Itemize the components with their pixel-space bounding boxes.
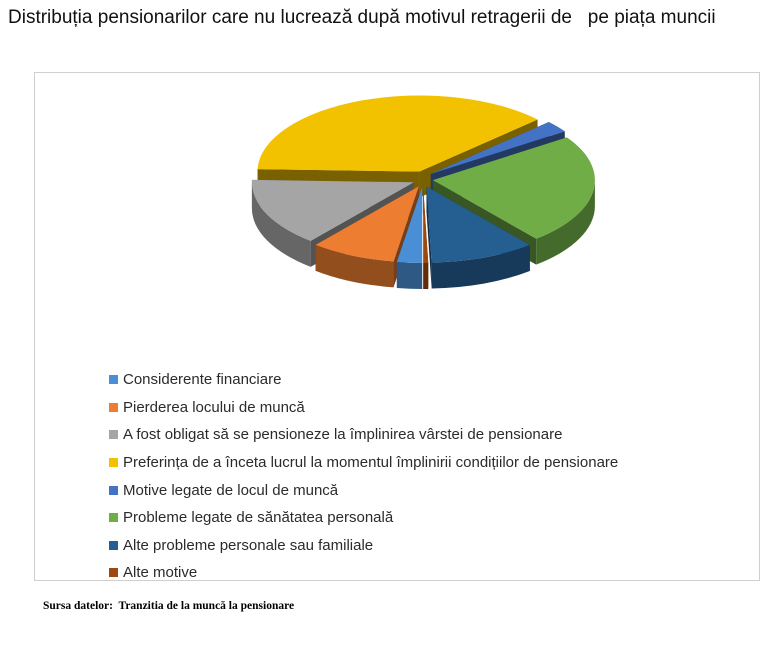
legend-item: Alte motive: [109, 559, 618, 587]
legend: Considerente financiare Pierderea locului…: [109, 366, 618, 587]
legend-item: Probleme legate de sănătatea personală: [109, 504, 618, 532]
legend-item: Pierderea locului de muncă: [109, 394, 618, 422]
chart-title: Distribuția pensionarilor care nu lucrea…: [8, 7, 716, 28]
legend-swatch: [109, 430, 118, 440]
pie-slice-4: [257, 95, 538, 172]
legend-item: Alte probleme personale sau familiale: [109, 532, 618, 560]
legend-swatch: [109, 375, 118, 385]
legend-swatch: [109, 513, 118, 523]
legend-item: Preferința de a înceta lucrul la momentu…: [109, 449, 618, 477]
pie-chart: [251, 95, 595, 289]
chart-area: Considerente financiare Pierderea locului…: [34, 72, 760, 581]
pie-slice-7: [426, 186, 530, 263]
pie-slice-2: [315, 186, 419, 262]
pie-slice-1: [396, 186, 423, 263]
legend-swatch: [109, 485, 118, 495]
legend-label: Probleme legate de sănătatea personală: [123, 509, 394, 527]
source-note: Sursa datelor: Tranzitia de la muncă la …: [43, 600, 295, 612]
pie-slice-3: [251, 179, 414, 241]
pie-slice-6: [432, 137, 595, 239]
legend-item: Motive legate de locul de muncă: [109, 476, 618, 504]
legend-item: A fost obligat să se pensioneze la împli…: [109, 421, 618, 449]
legend-swatch: [109, 540, 118, 550]
pie-slice-5: [430, 121, 565, 174]
legend-item: Considerente financiare: [109, 366, 618, 394]
legend-label: A fost obligat să se pensioneze la împli…: [123, 426, 563, 444]
legend-label: Alte probleme personale sau familiale: [123, 536, 374, 554]
legend-label: Preferința de a înceta lucrul la momentu…: [123, 454, 619, 472]
legend-swatch: [109, 568, 118, 578]
legend-label: Considerente financiare: [123, 371, 282, 389]
legend-swatch: [109, 402, 118, 412]
pie-slice-8: [423, 186, 429, 263]
legend-label: Alte motive: [123, 564, 198, 582]
legend-swatch: [109, 458, 118, 468]
legend-label: Pierderea locului de muncă: [123, 398, 305, 416]
legend-label: Motive legate de locul de muncă: [123, 481, 339, 499]
